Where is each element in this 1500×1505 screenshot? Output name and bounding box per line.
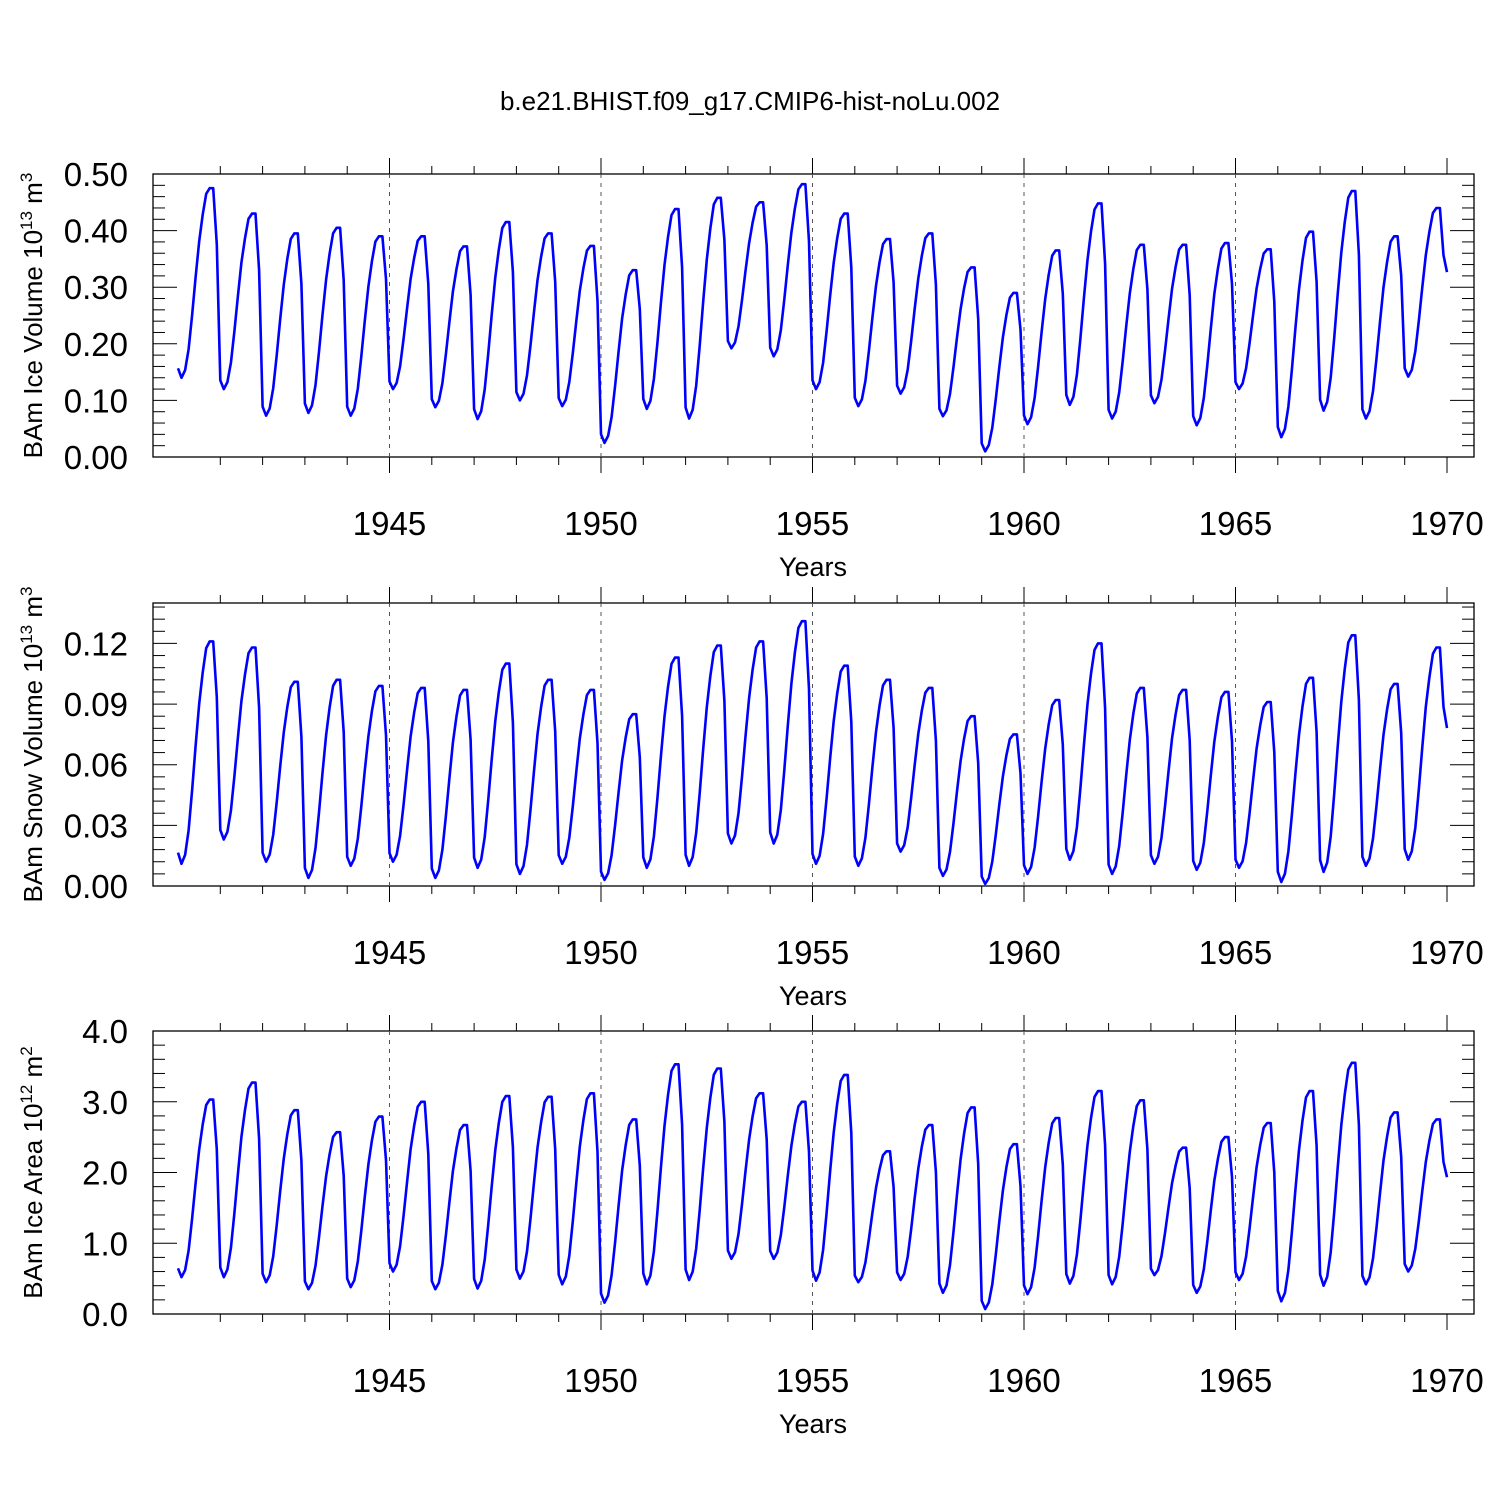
y-tick-label: 0.00 (64, 439, 128, 476)
y-axis-label: BAm Snow Volume 1013 m3 (17, 587, 48, 903)
y-tick-label: 3.0 (82, 1084, 128, 1121)
y-axis-label-unit: m (18, 596, 48, 625)
y-axis-label-unit-exp: 2 (17, 1046, 36, 1055)
x-tick-label: 1945 (353, 1362, 426, 1399)
plot-frame (152, 173, 1475, 458)
x-tick-label: 1955 (776, 505, 849, 542)
x-tick-label: 1970 (1410, 1362, 1483, 1399)
y-axis-label-exp: 13 (17, 625, 36, 644)
x-tick-label: 1960 (987, 934, 1060, 971)
chart-title: b.e21.BHIST.f09_g17.CMIP6-hist-noLu.002 (500, 86, 1000, 116)
y-tick-label: 0.06 (64, 747, 128, 784)
y-tick-label: 0.30 (64, 269, 128, 306)
y-tick-label: 0.20 (64, 326, 128, 363)
y-tick-label: 1.0 (82, 1225, 128, 1262)
x-axis-label: Years (779, 1409, 847, 1439)
panel-3: 1945 1950 1955 1960 1965 1970 Years 0.0 1.0 2.0 3.… (17, 1013, 1484, 1439)
plot-frame (152, 602, 1475, 887)
y-axis-label: BAm Ice Volume 1013 m3 (17, 173, 48, 459)
series-line-1 (176, 182, 1449, 453)
y-tick-label: 0.09 (64, 686, 128, 723)
x-tick-label: 1960 (987, 1362, 1060, 1399)
x-tick-label: 1950 (564, 1362, 637, 1399)
series-line-1 (176, 619, 1449, 886)
y-tick-label: 0.03 (64, 807, 128, 844)
y-tick-label: 0.0 (82, 1296, 128, 1333)
x-axis-label: Years (779, 981, 847, 1011)
x-tick-label: 1955 (776, 1362, 849, 1399)
x-tick-label: 1970 (1410, 934, 1483, 971)
x-axis-label: Years (779, 552, 847, 582)
y-axis-label-unit: m (18, 182, 48, 211)
x-tick-label: 1950 (564, 505, 637, 542)
y-tick-label: 0.40 (64, 213, 128, 250)
x-tick-label: 1950 (564, 934, 637, 971)
y-tick-label: 0.12 (64, 625, 128, 662)
y-tick-label: 4.0 (82, 1013, 128, 1050)
panel-2: 1945 1950 1955 1960 1965 1970 Years 0.00 0.03 0.0… (17, 587, 1484, 1011)
y-tick-label: 0.10 (64, 382, 128, 419)
y-tick-label: 0.50 (64, 156, 128, 193)
y-axis-label-unit: m (18, 1056, 48, 1085)
y-axis-label-unit-exp: 3 (17, 173, 36, 182)
y-axis-label: BAm Ice Area 1012 m2 (17, 1046, 48, 1298)
x-tick-label: 1945 (353, 505, 426, 542)
x-tick-label: 1965 (1199, 934, 1272, 971)
x-tick-label: 1965 (1199, 505, 1272, 542)
y-axis-label-main: BAm Snow Volume 10 (18, 644, 48, 903)
x-tick-label: 1960 (987, 505, 1060, 542)
x-tick-label: 1970 (1410, 505, 1483, 542)
x-tick-label: 1965 (1199, 1362, 1272, 1399)
y-axis-label-main: BAm Ice Volume 10 (18, 230, 48, 458)
series-line-1 (176, 1061, 1449, 1311)
x-tick-label: 1955 (776, 934, 849, 971)
y-axis-label-main: BAm Ice Area 10 (18, 1104, 48, 1299)
y-axis-label-unit-exp: 3 (17, 587, 36, 596)
y-axis-label-exp: 12 (17, 1085, 36, 1104)
y-tick-label: 0.00 (64, 868, 128, 905)
panel-1: 1945 1950 1955 1960 1965 1970 Years 0.00 0.10 0.2… (17, 156, 1484, 582)
y-tick-label: 2.0 (82, 1155, 128, 1192)
x-tick-label: 1945 (353, 934, 426, 971)
y-axis-label-exp: 13 (17, 211, 36, 230)
